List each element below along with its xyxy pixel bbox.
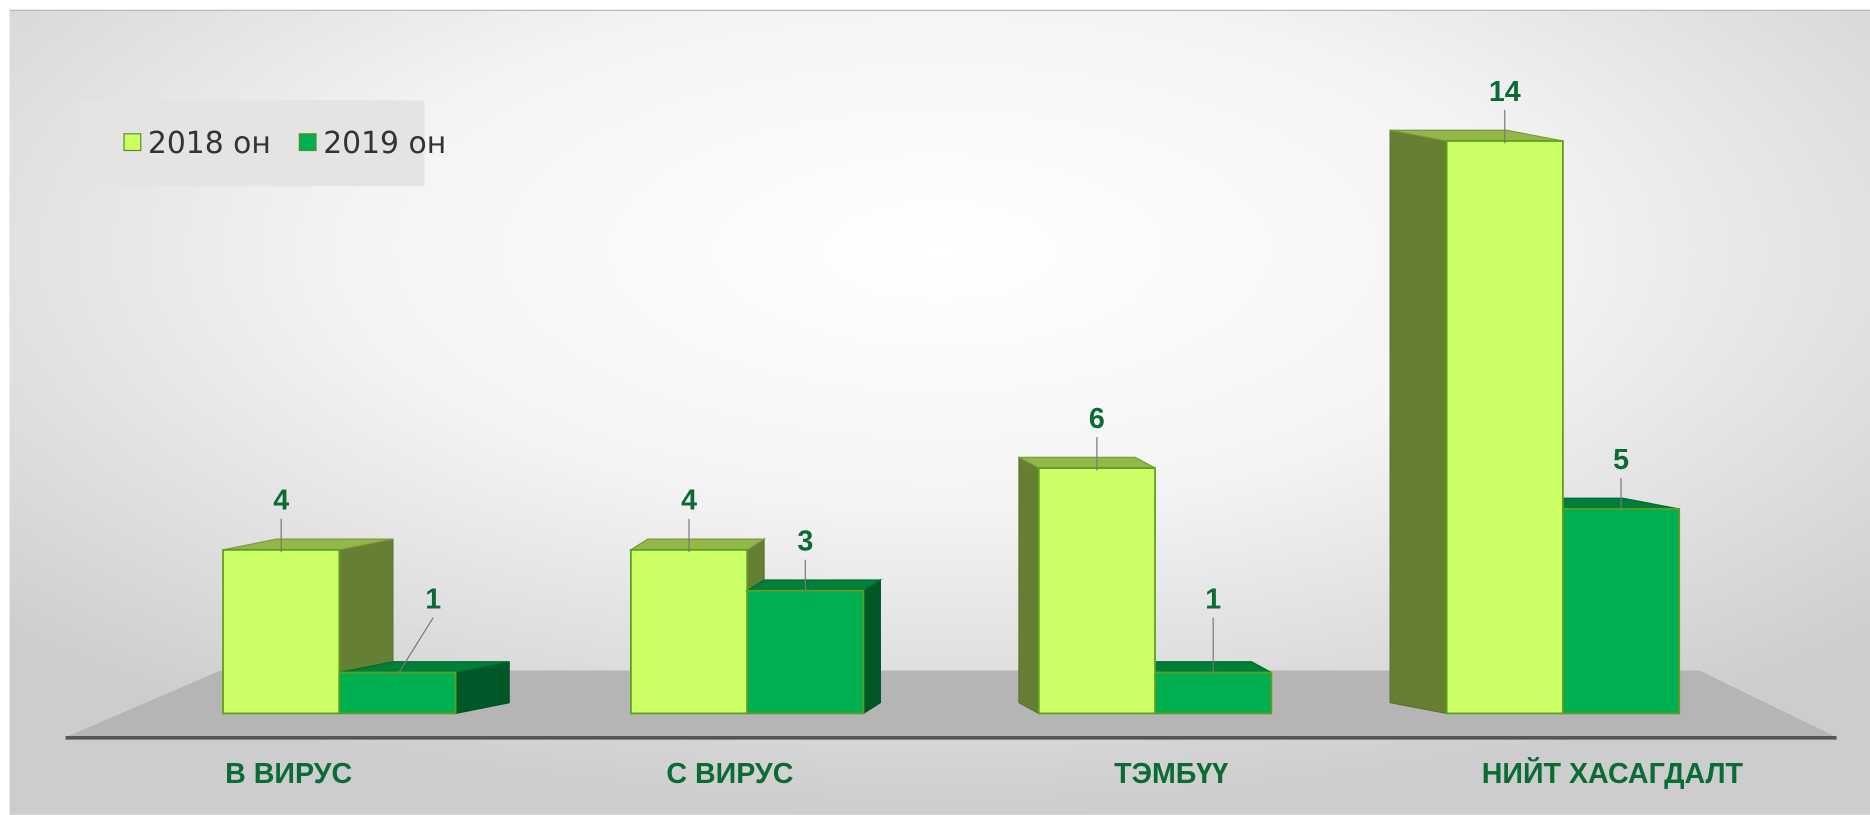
x-tick-label: НИЙТ ХАСАГДАЛТ <box>1482 756 1744 790</box>
data-label: 6 <box>1089 403 1105 435</box>
legend: 2018 он 2019 он <box>123 126 446 161</box>
bar-side <box>1389 129 1448 715</box>
bar-top <box>628 538 767 551</box>
data-label: 4 <box>273 485 289 517</box>
bar <box>222 548 341 715</box>
bar-top <box>745 579 883 592</box>
bar <box>746 589 865 715</box>
legend-label: 2018 он <box>148 126 271 161</box>
x-tick-label: С ВИРУС <box>666 758 793 790</box>
bar-side <box>1018 456 1040 715</box>
bar <box>629 548 749 715</box>
legend-swatch <box>123 133 142 152</box>
bar-top <box>1018 456 1156 469</box>
leader-line <box>396 617 434 676</box>
bars: В ВИРУС 4 1 С ВИРУС 4 3 ТЭМБҮҮ 1 6 НИЙТ ХАСАГДАЛТ… <box>222 76 1744 790</box>
bar <box>1154 671 1273 715</box>
bar <box>1037 467 1156 715</box>
data-label: 4 <box>681 485 697 517</box>
bar <box>1445 140 1564 715</box>
legend-swatch <box>298 133 317 152</box>
bar <box>338 671 457 715</box>
x-tick-label: В ВИРУС <box>225 758 352 790</box>
x-tick-label: ТЭМБҮҮ <box>1114 758 1228 790</box>
data-label: 3 <box>797 526 813 558</box>
data-label: 14 <box>1489 76 1521 108</box>
bar <box>1562 508 1681 715</box>
data-label: 1 <box>425 584 441 616</box>
bar-side <box>862 578 881 715</box>
legend-label: 2019 он <box>323 126 446 161</box>
data-label: 1 <box>1205 584 1221 616</box>
data-label: 5 <box>1613 444 1629 476</box>
